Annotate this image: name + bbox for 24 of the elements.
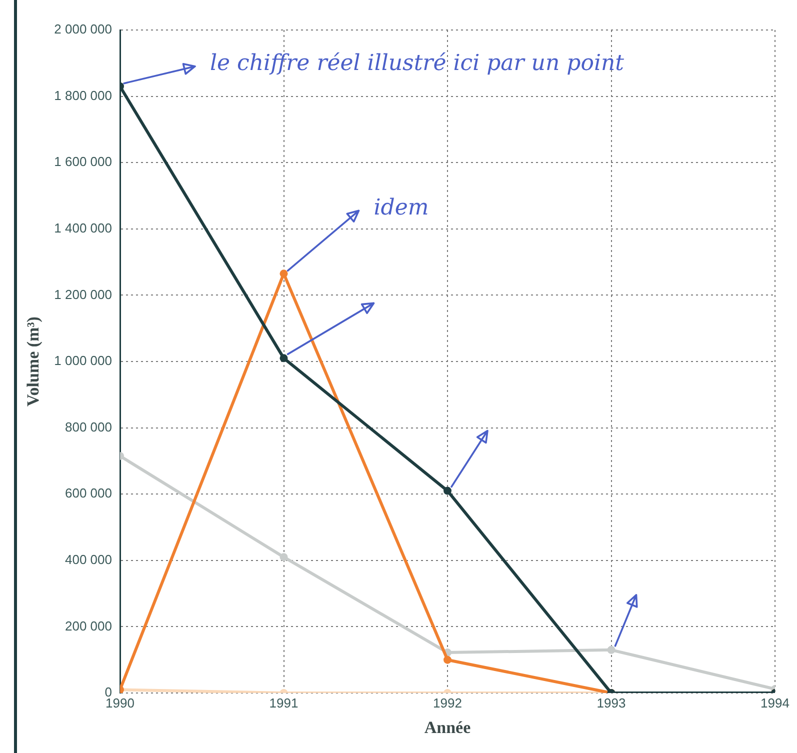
x-tick-label: 1994 [760,695,790,710]
x-tick-label: 1992 [433,695,462,710]
point [280,553,288,562]
y-tick-label: 2 000 000 [54,22,112,37]
point [280,270,288,278]
point [444,656,452,664]
y-tick-label: 1 400 000 [54,220,112,236]
y-axis-title: Volume (m³) [24,316,43,406]
x-axis-title: Année [424,718,472,738]
y-tick-label: 600 000 [65,486,112,501]
x-tick-label: 1993 [596,695,626,710]
point [280,354,288,362]
y-tick-label: 1 200 000 [54,286,112,302]
y-tick-label: 800 000 [65,419,112,434]
y-tick-label: 1 800 000 [54,88,112,103]
y-tick-label: 200 000 [65,618,112,634]
annotation: le chiffre réel illustré ici par un point [210,51,624,76]
annotation: idem [374,195,429,220]
point [444,486,452,495]
y-tick-label: 1 600 000 [54,154,112,170]
y-tick-label: 1 000 000 [54,353,112,368]
y-tick-label: 400 000 [65,552,112,567]
x-tick-label: 1991 [269,695,298,710]
point [607,646,616,654]
